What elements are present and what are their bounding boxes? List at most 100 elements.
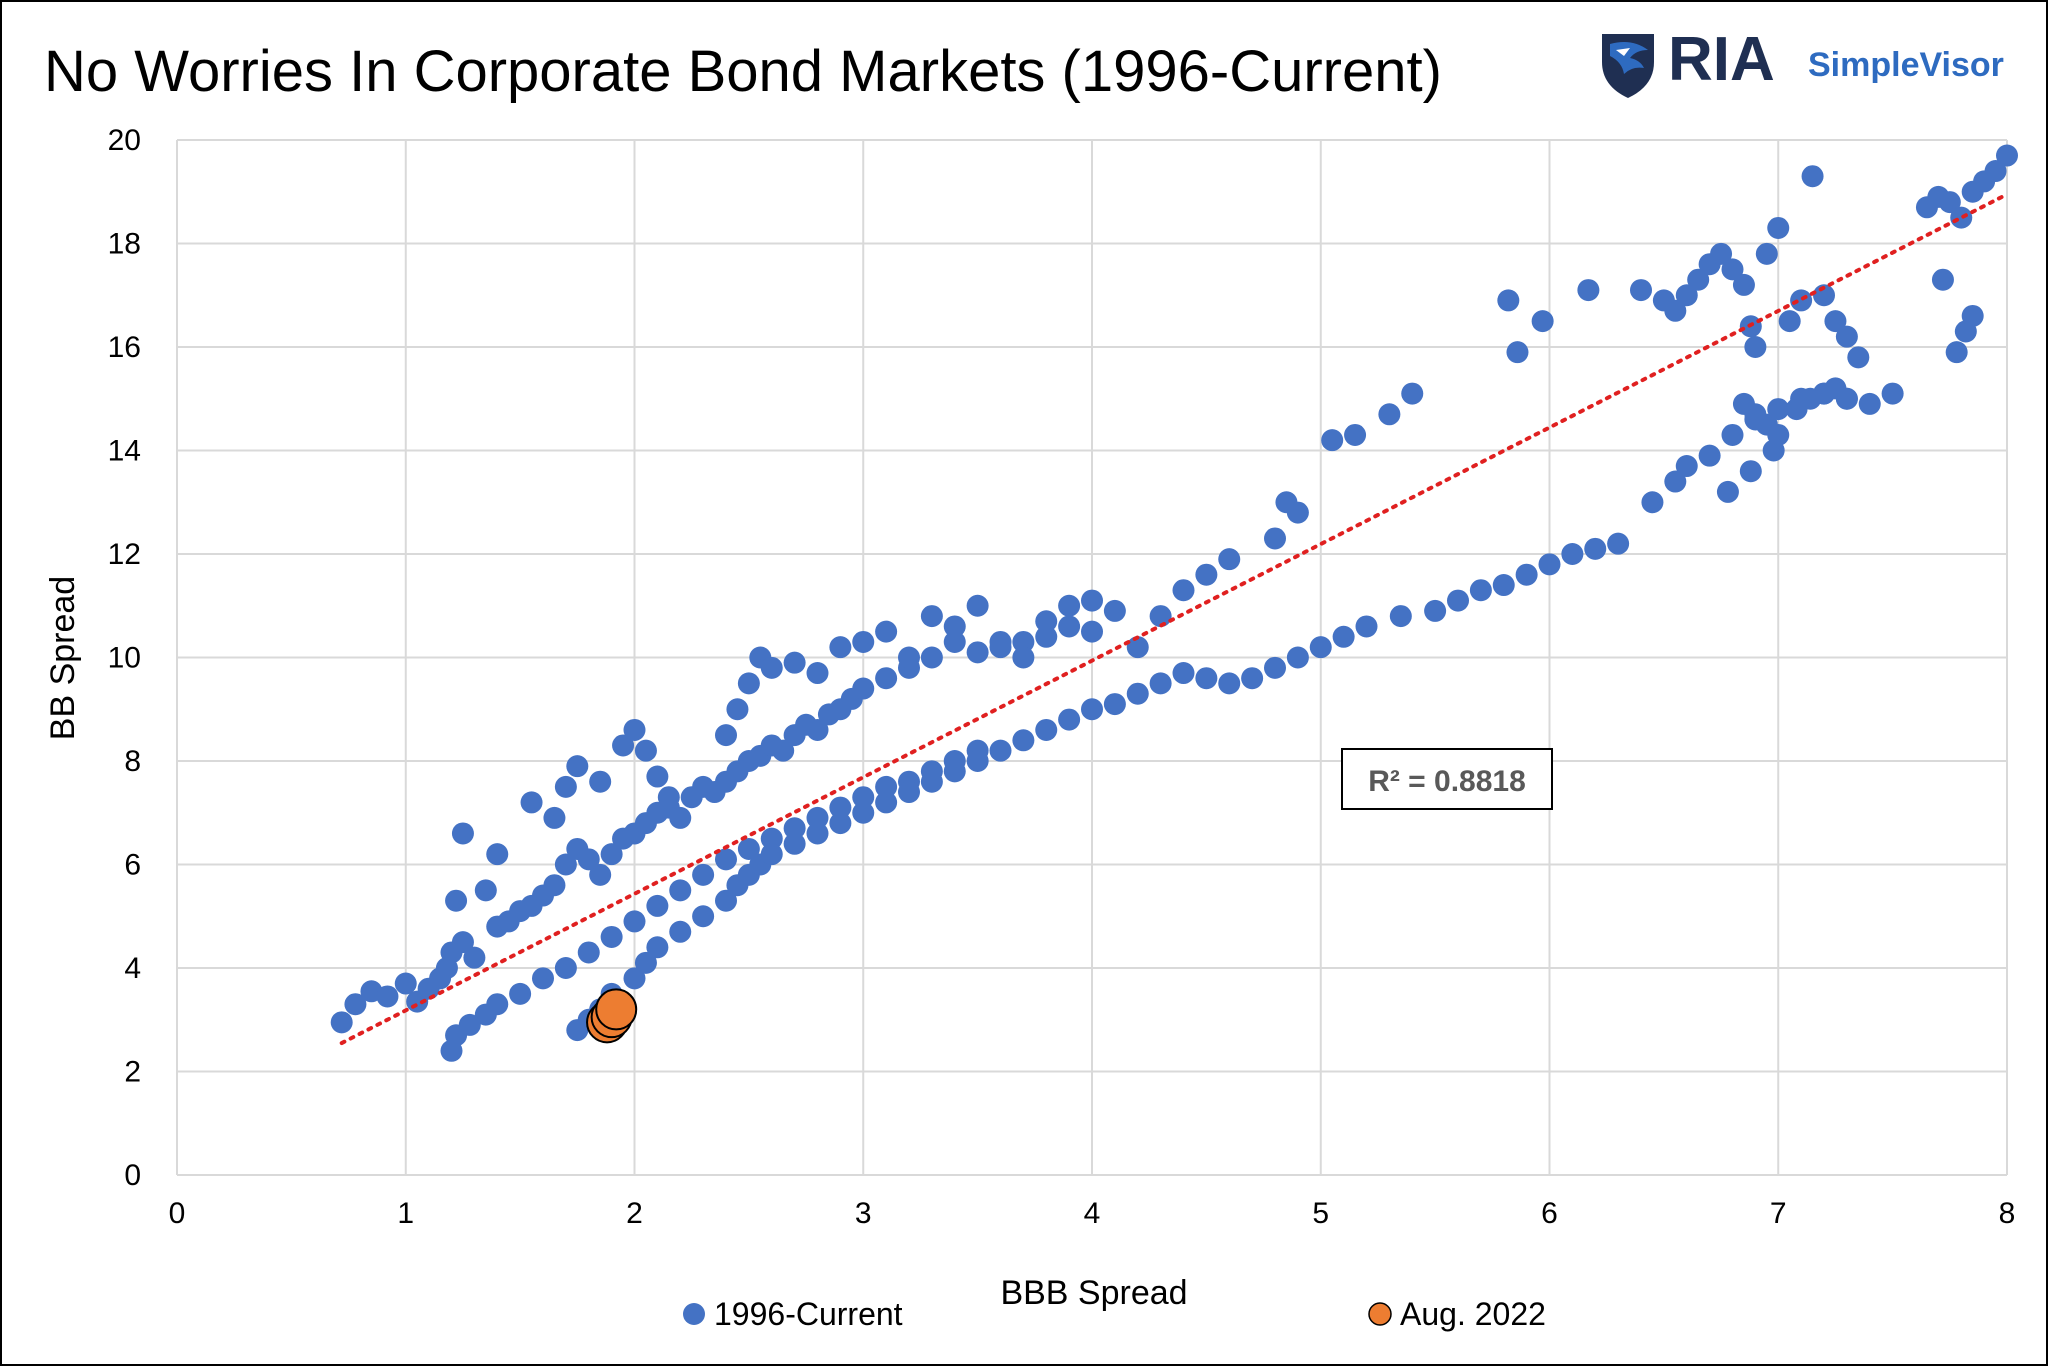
data-point [1813,382,1835,405]
data-point [1790,387,1813,410]
data-point [760,843,783,866]
data-point [772,739,795,762]
data-point [1698,444,1721,467]
x-tick-label: 5 [1312,1197,1329,1230]
data-point [1195,563,1218,586]
data-point [1945,341,1968,364]
legend-marker-main [683,1303,705,1325]
data-point [1950,206,1973,229]
data-point [920,646,943,669]
data-point [1424,599,1447,622]
data-point [474,879,497,902]
legend: 1996-Current Aug. 2022 [683,1296,1546,1332]
r-squared-label: R² = 0.8818 [1368,765,1526,798]
data-point [737,672,760,695]
data-point [737,837,760,860]
x-tick-label: 8 [1999,1197,2016,1230]
data-point [623,910,646,933]
x-tick-label: 3 [855,1197,872,1230]
data-point [1126,636,1149,659]
highlight-points [586,988,638,1044]
data-point [920,770,943,793]
highlight-point [595,988,638,1031]
data-point [486,993,509,1016]
data-point [1321,429,1344,452]
data-point [445,889,468,912]
data-point [1035,625,1058,648]
data-points [330,144,2018,1062]
data-point [1767,216,1790,239]
data-point [1149,672,1172,695]
data-point [726,698,749,721]
data-point [554,853,577,876]
data-point [451,931,474,954]
data-point [1847,346,1870,369]
data-point [1332,625,1355,648]
y-tick-label: 14 [108,435,141,468]
y-tick-label: 16 [108,331,141,364]
x-tick-label: 0 [169,1197,186,1230]
data-point [1996,144,2018,167]
data-point [1035,718,1058,741]
data-point [829,812,852,835]
data-point [646,936,669,959]
data-point [1012,630,1035,653]
data-point [852,801,875,824]
data-point [1058,708,1081,731]
y-tick-label: 2 [124,1056,141,1089]
data-point [1275,491,1298,514]
data-point [715,724,737,747]
data-point [1218,672,1241,695]
data-point [1058,615,1081,638]
data-point [1767,398,1790,421]
data-point [1149,605,1172,628]
data-point [943,760,966,783]
data-point [1264,527,1286,550]
data-point [1801,165,1824,188]
data-point [394,972,417,995]
data-point [1195,667,1218,690]
r-squared-annotation: R² = 0.8818 [1341,748,1553,810]
data-point [1984,160,2007,183]
data-point [760,827,783,850]
data-point [898,781,920,804]
data-point [783,817,806,840]
data-point [1584,537,1607,560]
data-point [634,739,657,762]
data-point [1103,599,1126,622]
data-point [554,957,577,979]
data-point [589,770,612,793]
data-point [760,656,783,679]
data-point [1607,532,1630,555]
data-point [669,806,692,829]
data-point [806,806,829,829]
eagle-shield-icon [1602,34,1654,98]
data-point [520,791,543,814]
data-point [1732,273,1755,296]
data-point [1531,310,1554,333]
data-point [463,946,486,969]
data-point [920,605,943,628]
data-point [1577,279,1600,302]
data-point [1813,284,1835,307]
y-tick-label: 8 [124,745,141,778]
data-point [943,615,966,638]
data-point [1081,589,1103,612]
chart-title: No Worries In Corporate Bond Markets (19… [44,39,1442,104]
data-point [1264,656,1286,679]
data-point [1710,242,1733,265]
data-point [646,894,669,917]
data-point [1641,491,1664,514]
data-point [669,920,692,943]
data-point [692,863,715,886]
data-point [829,796,852,819]
data-point [1739,460,1762,483]
data-point [1012,646,1035,669]
data-point [943,630,966,653]
data-point [646,765,669,788]
data-point [634,951,657,974]
data-point [1675,455,1698,478]
y-axis-title: BB Spread [44,576,82,740]
